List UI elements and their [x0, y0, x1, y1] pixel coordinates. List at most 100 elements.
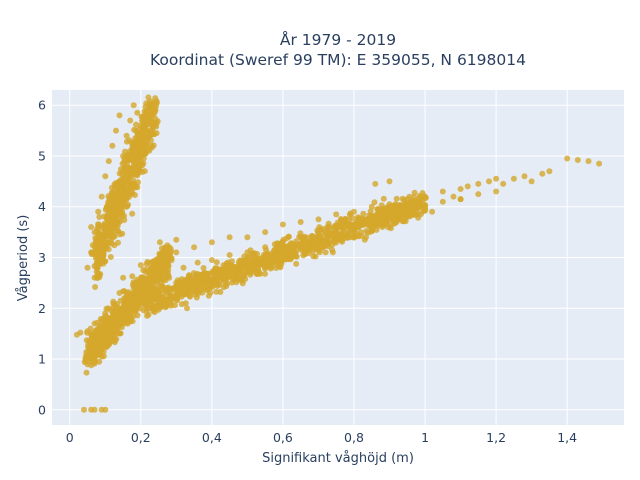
data-point: [103, 305, 110, 312]
data-point: [521, 173, 528, 180]
data-point: [253, 265, 260, 272]
data-point: [528, 178, 535, 185]
data-point: [299, 239, 306, 246]
y-tick-label: 2: [38, 301, 46, 316]
data-point: [132, 148, 139, 154]
data-point: [103, 223, 110, 230]
data-point: [214, 274, 221, 281]
data-point: [379, 224, 386, 230]
y-tick-label: 6: [38, 98, 46, 113]
data-point: [120, 310, 127, 317]
x-axis-label: Signifikant våghöjd (m): [262, 451, 414, 466]
data-point: [351, 208, 357, 215]
data-point: [297, 234, 304, 241]
data-point: [247, 261, 254, 268]
data-point: [100, 315, 107, 322]
data-point: [191, 291, 198, 298]
data-point: [596, 160, 603, 167]
data-point: [486, 178, 492, 185]
data-point: [308, 244, 315, 251]
data-point: [98, 193, 105, 200]
x-tick-label: 0,4: [202, 430, 222, 445]
data-point: [91, 229, 98, 236]
data-point: [293, 260, 300, 267]
data-point: [129, 210, 136, 217]
y-tick-label: 3: [38, 250, 46, 265]
data-point: [137, 262, 144, 269]
data-point: [271, 241, 278, 248]
data-point: [95, 208, 102, 215]
data-point: [208, 239, 215, 246]
data-point: [333, 239, 339, 246]
data-point: [187, 277, 194, 284]
y-tick-label: 1: [38, 352, 46, 367]
x-tick-label: 0,2: [131, 430, 151, 445]
grid: [52, 90, 624, 425]
data-point: [148, 142, 155, 149]
data-point: [109, 203, 116, 210]
data-point: [123, 289, 130, 296]
data-point: [243, 268, 250, 275]
data-point: [393, 219, 400, 225]
data-point: [97, 339, 104, 346]
data-point: [127, 318, 134, 325]
data-point: [273, 265, 279, 271]
data-point: [237, 262, 244, 269]
data-point: [399, 218, 406, 225]
data-point: [265, 253, 272, 260]
data-point: [148, 110, 155, 117]
data-point: [404, 206, 411, 213]
data-point: [138, 150, 145, 157]
data-point: [539, 170, 546, 177]
data-point: [164, 285, 171, 292]
data-point: [109, 142, 116, 149]
data-point: [142, 266, 149, 273]
data-point: [231, 264, 238, 271]
data-point: [493, 175, 500, 182]
data-point: [123, 300, 130, 307]
data-point: [213, 259, 220, 266]
data-point: [92, 284, 99, 290]
data-point: [272, 259, 279, 266]
y-tick-labels: 0 1 2 3 4 5 6: [38, 98, 46, 418]
data-point: [414, 204, 421, 211]
data-point: [315, 231, 322, 238]
data-point: [107, 337, 114, 344]
data-point: [101, 327, 108, 334]
data-point: [374, 215, 381, 222]
data-point: [500, 180, 507, 187]
data-point: [145, 296, 152, 303]
data-point: [315, 216, 322, 223]
data-point: [153, 120, 160, 127]
data-point: [162, 300, 169, 306]
chart-title: År 1979 - 2019: [280, 30, 396, 49]
chart-subtitle: Koordinat (Sweref 99 TM): E 359055, N 61…: [150, 51, 526, 69]
data-point: [143, 286, 150, 293]
data-point: [368, 203, 375, 210]
data-point: [457, 186, 464, 192]
data-point: [439, 188, 446, 195]
data-point: [145, 94, 152, 101]
data-point: [361, 221, 368, 228]
data-point: [216, 267, 222, 274]
data-point: [98, 353, 105, 360]
data-point: [249, 250, 256, 257]
data-point: [130, 102, 137, 109]
data-point: [279, 221, 286, 228]
data-point: [116, 178, 123, 185]
data-point: [139, 169, 146, 175]
data-point: [368, 228, 375, 234]
data-point: [105, 158, 112, 165]
data-point: [81, 406, 87, 413]
data-point: [115, 312, 122, 319]
data-point: [130, 312, 137, 319]
data-point: [374, 211, 381, 217]
data-point: [173, 236, 180, 243]
data-point: [83, 369, 90, 376]
data-point: [196, 287, 203, 294]
data-point: [173, 296, 180, 303]
data-point: [129, 171, 136, 178]
data-point: [114, 329, 121, 335]
data-point: [96, 245, 103, 252]
data-point: [226, 252, 233, 258]
